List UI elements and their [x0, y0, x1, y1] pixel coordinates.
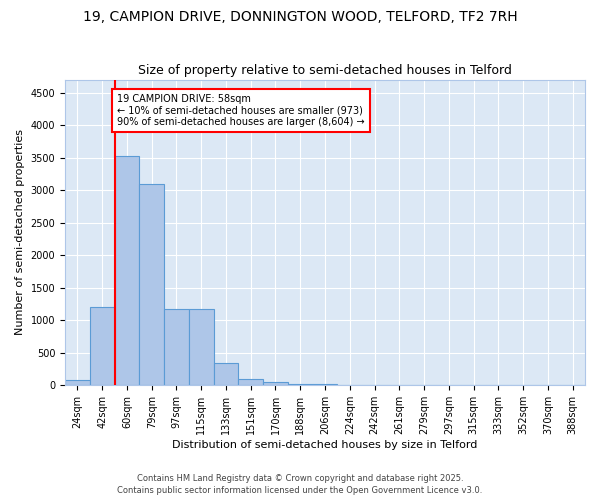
Bar — [313, 384, 337, 386]
Bar — [214, 362, 238, 386]
Y-axis label: Number of semi-detached properties: Number of semi-detached properties — [15, 130, 25, 336]
Title: Size of property relative to semi-detached houses in Telford: Size of property relative to semi-detach… — [138, 64, 512, 77]
Bar — [65, 380, 90, 386]
Bar — [238, 379, 263, 386]
Bar — [139, 184, 164, 386]
Bar — [263, 382, 288, 386]
Bar — [189, 309, 214, 386]
Text: Contains HM Land Registry data © Crown copyright and database right 2025.
Contai: Contains HM Land Registry data © Crown c… — [118, 474, 482, 495]
Bar — [337, 384, 362, 386]
Text: 19 CAMPION DRIVE: 58sqm
← 10% of semi-detached houses are smaller (973)
90% of s: 19 CAMPION DRIVE: 58sqm ← 10% of semi-de… — [117, 94, 365, 127]
Bar — [164, 309, 189, 386]
Text: 19, CAMPION DRIVE, DONNINGTON WOOD, TELFORD, TF2 7RH: 19, CAMPION DRIVE, DONNINGTON WOOD, TELF… — [83, 10, 517, 24]
Bar — [288, 384, 313, 386]
X-axis label: Distribution of semi-detached houses by size in Telford: Distribution of semi-detached houses by … — [172, 440, 478, 450]
Bar — [115, 156, 139, 386]
Bar — [90, 308, 115, 386]
